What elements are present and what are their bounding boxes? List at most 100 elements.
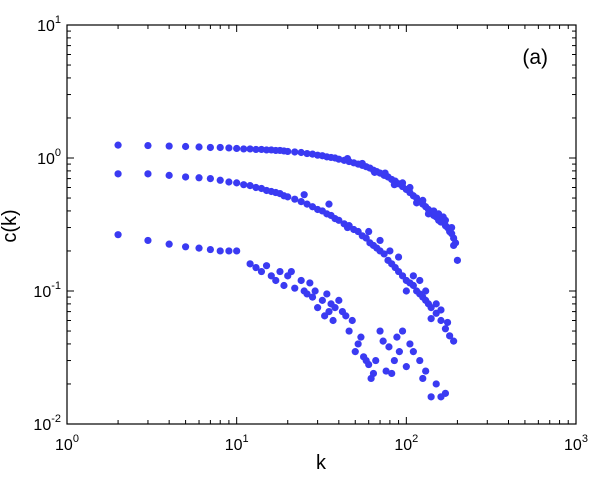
data-point-series-2-68 xyxy=(409,272,417,280)
y-tick-label: 10-1 xyxy=(33,280,61,301)
data-point-series-1-11 xyxy=(246,145,254,153)
data-point-series-2-8 xyxy=(225,178,233,186)
data-point-series-3-21 xyxy=(297,276,305,285)
data-point-series-3-37 xyxy=(342,312,350,320)
data-point-series-3-55 xyxy=(393,333,401,341)
data-point-series-3-39 xyxy=(348,316,356,325)
data-point-series-3-33 xyxy=(329,316,337,325)
data-point-series-3-26 xyxy=(311,287,319,295)
data-point-series-2-40 xyxy=(380,250,388,258)
x-axis-label: k xyxy=(316,452,327,474)
data-point-series-3-12 xyxy=(257,267,266,276)
data-point-series-3-10 xyxy=(246,260,254,268)
data-point-series-1-79 xyxy=(441,216,450,224)
axis-tick-labels: 100 101 102 103 10-2 10-1 100 101 xyxy=(33,14,588,454)
data-point-series-3-8 xyxy=(225,247,233,255)
data-point-series-3-2 xyxy=(144,236,152,245)
data-point-series-1-22 xyxy=(303,149,311,158)
data-point-series-1-8 xyxy=(225,144,233,152)
data-point-series-3-30 xyxy=(323,290,331,298)
data-point-series-2-9 xyxy=(233,179,241,187)
data-point-series-1-81 xyxy=(450,241,458,250)
data-point-series-1-76 xyxy=(424,210,433,218)
data-point-series-1-6 xyxy=(206,143,214,152)
data-point-series-2-69 xyxy=(416,276,424,285)
data-point-series-3-1 xyxy=(114,231,122,239)
data-point-series-1-66 xyxy=(453,256,462,264)
data-point-series-3-47 xyxy=(369,369,378,378)
data-point-series-2-6 xyxy=(206,175,214,183)
data-point-series-3-59 xyxy=(406,340,414,348)
data-point-series-3-35 xyxy=(335,296,343,304)
x-tick-label: 101 xyxy=(225,433,249,454)
data-point-series-3-5 xyxy=(195,244,203,252)
data-point-series-2-20 xyxy=(291,195,299,203)
y-tick-label: 101 xyxy=(37,14,61,35)
plot-frame xyxy=(66,24,577,425)
data-point-series-2-48 xyxy=(409,281,417,290)
data-point-series-3-38 xyxy=(345,327,353,335)
data-point-series-2-59 xyxy=(450,337,458,345)
data-point-series-2-7 xyxy=(216,176,224,184)
data-point-series-2-1 xyxy=(114,170,122,178)
data-point-series-3-62 xyxy=(419,374,427,383)
data-point-series-1-2 xyxy=(144,141,152,150)
data-point-series-2-57 xyxy=(441,325,450,333)
data-point-series-1-72 xyxy=(398,179,407,187)
data-point-series-2-62 xyxy=(343,223,352,232)
x-tick-label: 103 xyxy=(564,433,588,454)
data-point-series-3-6 xyxy=(206,245,214,254)
data-point-series-3-34 xyxy=(331,304,339,312)
data-point-series-3-41 xyxy=(354,340,362,348)
data-point-series-3-25 xyxy=(308,293,317,301)
data-point-series-3-50 xyxy=(379,337,387,345)
data-point-series-2-54 xyxy=(427,304,435,312)
data-point-series-2-60 xyxy=(300,191,308,199)
data-point-series-1-5 xyxy=(195,143,203,151)
data-point-series-3-17 xyxy=(280,281,288,290)
data-point-series-2-65 xyxy=(386,247,394,255)
data-point-series-3-42 xyxy=(357,333,365,341)
data-point-series-1-9 xyxy=(233,144,241,153)
data-point-series-1-4 xyxy=(181,142,190,151)
data-point-series-3-20 xyxy=(291,284,299,292)
data-point-series-1-21 xyxy=(297,148,305,157)
data-point-series-3-19 xyxy=(287,267,295,276)
axis-ticks xyxy=(66,25,576,425)
data-point-series-1-71 xyxy=(390,181,398,189)
y-axis-label: c(k) xyxy=(0,209,21,242)
data-point-series-3-13 xyxy=(262,262,271,270)
data-point-series-3-7 xyxy=(216,247,224,255)
data-point-series-3-48 xyxy=(372,356,380,365)
data-point-series-3-64 xyxy=(427,393,435,401)
data-point-series-1-68 xyxy=(358,159,366,168)
data-point-series-2-67 xyxy=(402,287,410,295)
data-point-series-2-12 xyxy=(252,183,260,192)
data-point-series-3-58 xyxy=(402,363,410,371)
data-point-series-1-19 xyxy=(284,147,292,156)
data-point-series-3-40 xyxy=(351,348,359,356)
data-point-series-3-4 xyxy=(181,243,190,251)
panel-label: (a) xyxy=(522,46,548,69)
data-point-series-1-67 xyxy=(343,154,352,163)
data-point-series-3-54 xyxy=(390,356,398,365)
data-point-series-2-66 xyxy=(394,253,403,261)
data-point-series-3-27 xyxy=(314,304,322,312)
data-point-series-2-72 xyxy=(432,300,440,308)
x-tick-label: 100 xyxy=(55,433,79,454)
data-point-series-2-22 xyxy=(303,200,311,208)
data-point-series-3-23 xyxy=(303,290,311,298)
data-point-series-1-74 xyxy=(413,199,421,207)
data-point-series-2-10 xyxy=(240,181,248,189)
data-point-series-3-28 xyxy=(318,296,326,304)
data-point-series-3-61 xyxy=(416,356,424,365)
data-point-series-2-56 xyxy=(437,316,445,325)
y-tick-label: 10-2 xyxy=(33,413,61,434)
data-point-series-1-75 xyxy=(419,196,427,204)
data-point-series-3-9 xyxy=(233,247,241,255)
data-point-series-3-56 xyxy=(395,348,403,356)
data-point-series-2-4 xyxy=(181,173,190,181)
data-point-series-3-53 xyxy=(388,369,396,378)
